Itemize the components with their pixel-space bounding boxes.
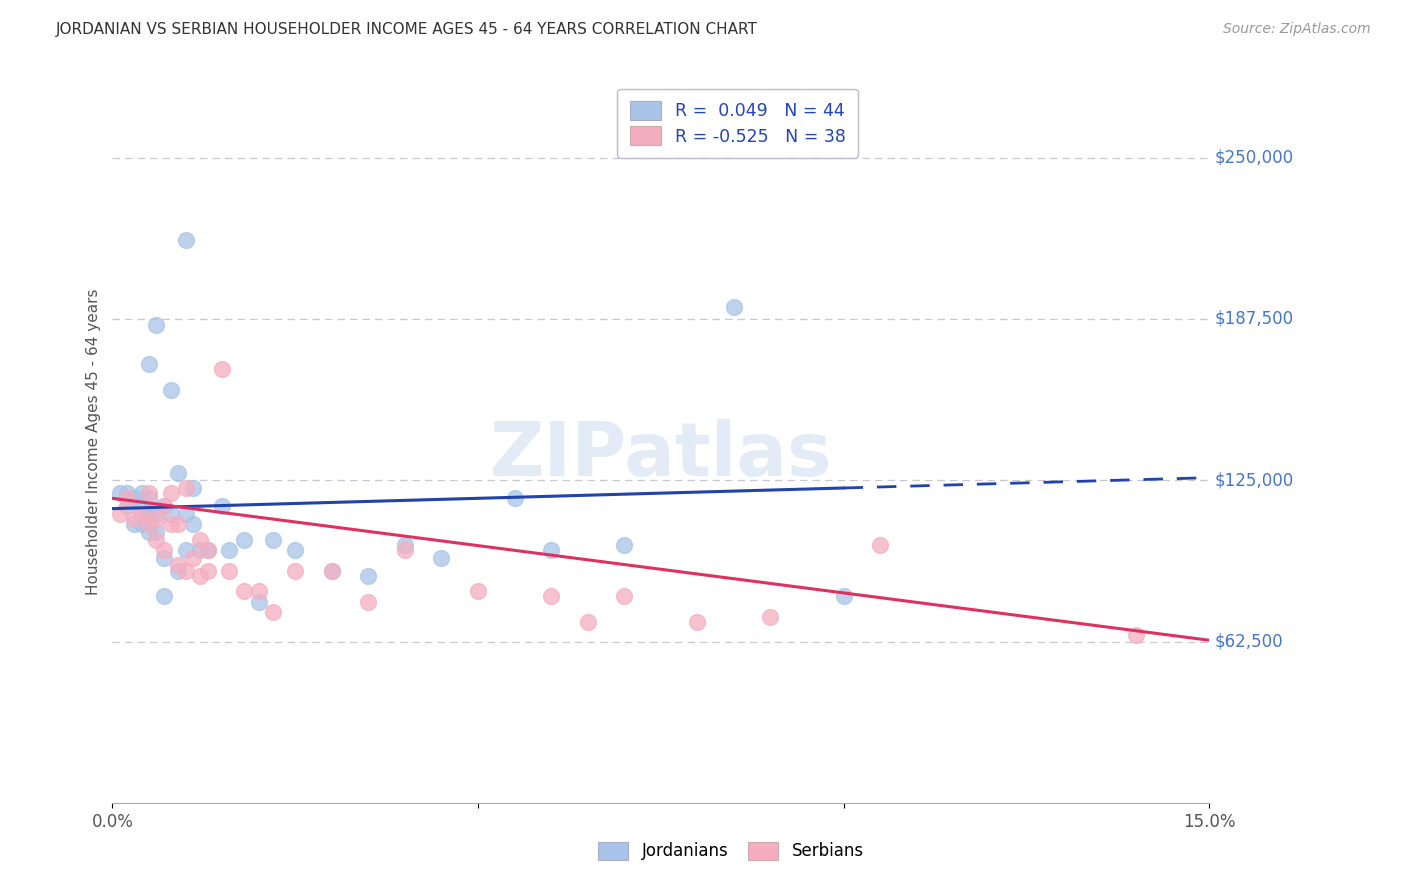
Point [174,481,197,495]
Point [174,507,197,521]
Point [211,499,233,513]
Point [540,542,562,557]
Point [145,507,167,521]
Point [108,486,131,500]
Point [145,533,167,547]
Text: $125,000: $125,000 [1215,471,1294,489]
Point [467,584,489,599]
Point [160,507,183,521]
Point [233,533,256,547]
Point [357,594,380,608]
Point [211,362,233,376]
Point [124,517,146,532]
Point [394,538,416,552]
Point [138,507,160,521]
Point [188,542,211,557]
Point [152,550,174,565]
Point [576,615,599,630]
Point [233,584,256,599]
Point [167,564,190,578]
Point [321,564,343,578]
Point [869,538,891,552]
Point [197,542,219,557]
Point [131,486,153,500]
Text: JORDANIAN VS SERBIAN HOUSEHOLDER INCOME AGES 45 - 64 YEARS CORRELATION CHART: JORDANIAN VS SERBIAN HOUSEHOLDER INCOME … [56,22,758,37]
Point [723,301,745,315]
Point [181,517,204,532]
Point [284,564,307,578]
Point [197,564,219,578]
Point [247,584,270,599]
Point [540,590,562,604]
Point [131,507,153,521]
Point [613,590,636,604]
Text: $250,000: $250,000 [1215,149,1294,167]
Point [152,542,174,557]
Point [832,590,855,604]
Text: $62,500: $62,500 [1215,632,1284,650]
Point [181,481,204,495]
Point [152,590,174,604]
Point [160,486,183,500]
Point [357,568,380,582]
Point [167,466,190,480]
Point [613,538,636,552]
Point [218,564,240,578]
Point [321,564,343,578]
Legend: Jordanians, Serbians: Jordanians, Serbians [588,831,875,871]
Point [262,605,284,619]
Point [138,517,160,532]
Point [124,512,146,526]
Point [152,499,174,513]
Point [174,542,197,557]
Point [503,491,526,506]
Point [284,542,307,557]
Point [108,507,131,521]
Point [174,233,197,247]
Point [152,499,174,513]
Point [145,318,167,333]
Legend: R =  0.049   N = 44, R = -0.525   N = 38: R = 0.049 N = 44, R = -0.525 N = 38 [617,89,858,158]
Point [115,486,138,500]
Point [247,594,270,608]
Point [145,512,167,526]
Point [167,517,190,532]
Point [188,568,211,582]
Point [138,357,160,371]
Point [160,517,183,532]
Point [1125,628,1147,642]
Point [160,383,183,397]
Point [167,558,190,573]
Point [138,486,160,500]
Point [174,564,197,578]
Point [131,517,153,532]
Point [394,542,416,557]
Point [430,550,453,565]
Point [115,491,138,506]
Point [138,491,160,506]
Point [115,499,138,513]
Point [131,499,153,513]
Point [145,524,167,539]
Point [197,542,219,557]
Point [181,550,204,565]
Point [262,533,284,547]
Point [759,610,782,624]
Y-axis label: Householder Income Ages 45 - 64 years: Householder Income Ages 45 - 64 years [86,288,101,595]
Point [218,542,240,557]
Point [686,615,709,630]
Text: ZIPatlas: ZIPatlas [489,419,832,492]
Text: Source: ZipAtlas.com: Source: ZipAtlas.com [1223,22,1371,37]
Text: $187,500: $187,500 [1215,310,1294,328]
Point [124,491,146,506]
Point [138,524,160,539]
Point [188,533,211,547]
